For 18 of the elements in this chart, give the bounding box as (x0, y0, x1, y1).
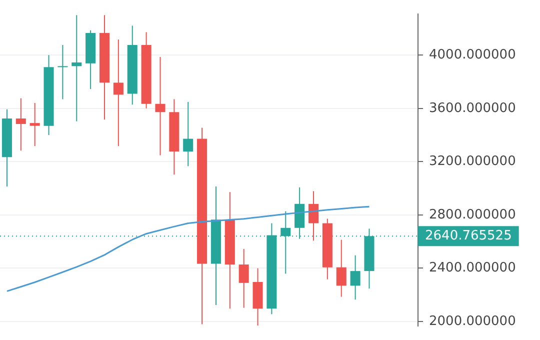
y-tick-label: 3200.000000 (429, 154, 516, 170)
candlestick (30, 102, 40, 147)
y-tick-label: 2800.000000 (429, 207, 516, 222)
candlestick (350, 254, 360, 300)
candlestick (308, 190, 319, 242)
candlestick (58, 44, 68, 100)
candlestick (155, 56, 166, 156)
candlestick (16, 98, 26, 152)
candlestick (113, 39, 124, 147)
candlestick (238, 248, 249, 308)
candlestick (336, 239, 346, 298)
y-tick-label: 3600.000000 (429, 100, 516, 116)
y-tick-label: 2000.000000 (429, 314, 516, 329)
ref-line-label: 2640.765525 (425, 228, 512, 244)
y-tick-label: 4000.000000 (429, 47, 516, 62)
candlestick (183, 101, 194, 167)
y-tick-label: 2400.000000 (429, 260, 516, 276)
candlestick (72, 14, 82, 122)
